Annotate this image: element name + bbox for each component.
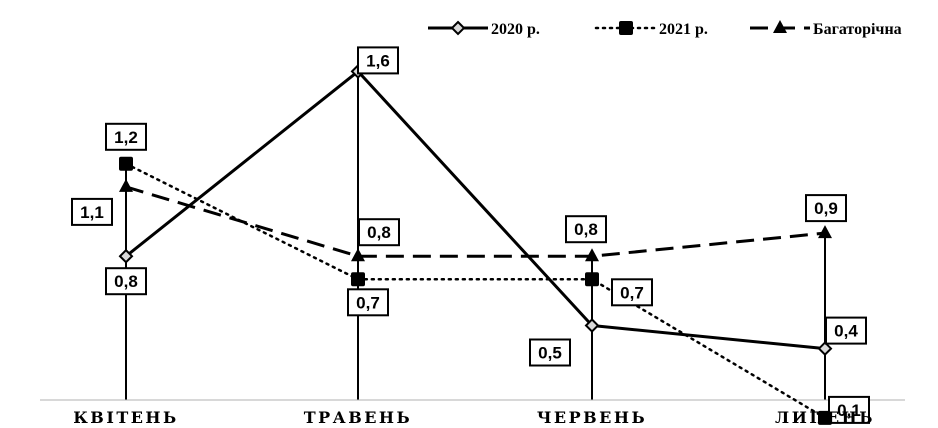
data-label-series-1-point-4: 0,4 [825,316,867,345]
category-label-травень: ТРАВЕНЬ [304,408,413,427]
category-labels: КВІТЕНЬ ТРАВЕНЬ ЧЕРВЕНЬ ЛИПЕНЬ [73,408,875,427]
data-label-box [71,197,113,226]
data-label-box [565,215,607,244]
data-label-series-3-point-1: 1,1 [71,197,113,226]
data-label-box [357,46,399,75]
category-label-липень: ЛИПЕНЬ [775,408,875,427]
legend-label: 2021 р. [659,21,708,38]
legend-item-3: Багаторічна [750,20,902,38]
data-label-series-2-point-2: 0,7 [347,288,389,317]
marker-series-3-point-3 [585,248,599,262]
legend-marker [450,20,466,36]
marker-series-2-point-1 [119,156,133,171]
data-label-box [105,122,147,151]
data-label-text: 0,8 [367,223,391,242]
data-label-text: 0,1 [837,401,861,420]
data-label-box [828,395,870,424]
data-label-text: 0,7 [356,293,380,312]
series-lines [124,69,827,420]
legend-label: Багаторічна [813,21,902,38]
data-label-box [347,288,389,317]
legend-item-2: 2021 р. [594,21,708,38]
marker-series-3-point-1 [119,178,133,192]
data-label-text: 0,5 [538,344,562,363]
category-label-червень: ЧЕРВЕНЬ [537,408,647,427]
series-line-1 [125,69,826,351]
data-label-series-3-point-3: 0,8 [565,215,607,244]
data-labels: 0,8 1,6 0,5 0,4 1,2 0,7 0,7 0,1 1,1 0,8 0,8 0,9 [71,46,870,424]
series-line-3 [125,185,826,258]
legend-label: 2020 р. [491,21,540,38]
legend-item-1: 2020 р. [428,20,540,38]
data-label-box [825,316,867,345]
data-label-series-3-point-4: 0,9 [805,194,847,223]
marker-series-3-point-4 [818,225,832,239]
legend-marker [619,21,633,35]
data-label-box [529,338,571,367]
data-label-series-1-point-2: 1,6 [357,46,399,75]
data-label-text: 0,8 [574,220,598,239]
marker-series-1-point-1 [118,248,134,264]
data-label-box [805,194,847,223]
data-label-text: 0,8 [114,272,138,291]
data-label-box [105,267,147,296]
marker-series-3-point-2 [351,248,365,262]
marker-series-2-point-2 [351,272,365,287]
legend: 2020 р. 2021 р. Багаторічна [428,20,902,38]
data-label-series-2-point-1: 1,2 [105,122,147,151]
legend-marker [773,20,787,33]
data-label-text: 1,6 [366,51,390,70]
marker-series-1-point-3 [584,318,600,333]
data-label-series-2-point-3: 0,7 [611,278,653,307]
drop-lines [125,71,826,400]
data-label-series-3-point-2: 0,8 [358,218,400,247]
data-label-series-2-point-4: 0,1 [828,395,870,424]
data-label-series-1-point-3: 0,5 [529,338,571,367]
category-label-квітень: КВІТЕНЬ [73,408,178,427]
data-label-box [358,218,400,247]
data-label-text: 1,1 [80,203,104,222]
data-label-text: 0,7 [620,283,644,302]
marker-series-2-point-3 [585,272,599,287]
data-label-text: 0,9 [814,199,838,218]
data-label-series-1-point-1: 0,8 [105,267,147,296]
data-label-text: 0,4 [834,322,858,341]
series-line-2 [124,162,827,420]
data-label-text: 1,2 [114,128,138,147]
data-label-box [611,278,653,307]
series-markers [118,63,833,425]
marker-series-1-point-4 [817,341,833,357]
